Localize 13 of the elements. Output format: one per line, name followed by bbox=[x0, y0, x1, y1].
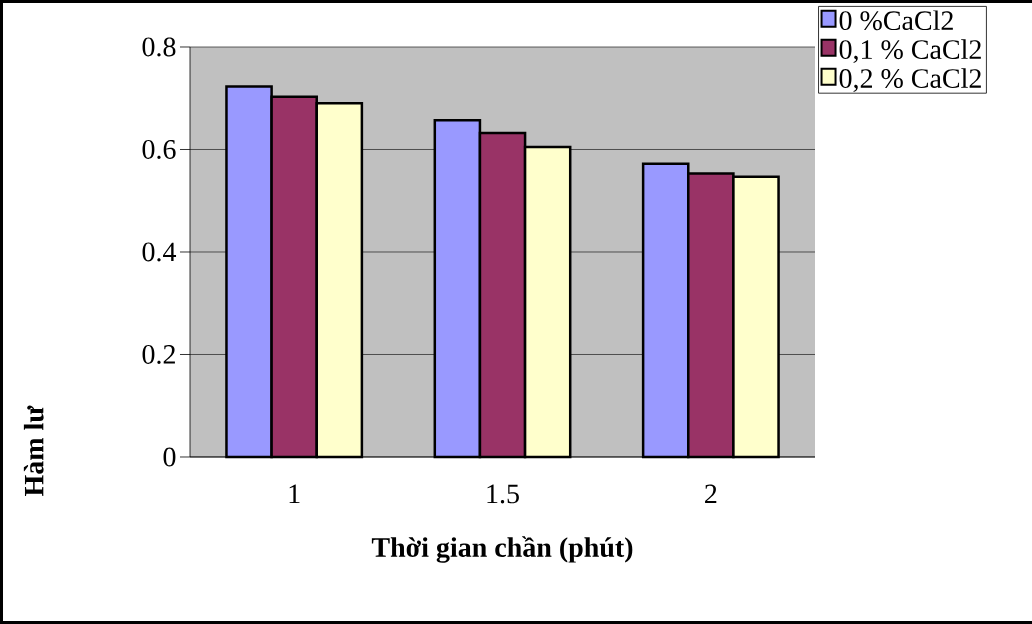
y-tick-label: 0.6 bbox=[142, 139, 176, 159]
y-tick-label: 0.4 bbox=[142, 242, 177, 262]
x-tick-label: 1.5 bbox=[487, 484, 519, 504]
legend-label: 0,1 % CaCl2 bbox=[839, 39, 981, 64]
legend-label: 0,2 % CaCl2 bbox=[839, 68, 981, 92]
y-axis-title: Hàm lư bbox=[23, 405, 44, 497]
x-tick-label: 1 bbox=[289, 484, 300, 504]
x-tick-label: 2 bbox=[705, 484, 717, 504]
x-axis-title: Thời gian chần (phút) bbox=[371, 536, 633, 563]
y-tick-label: 0.2 bbox=[142, 345, 175, 364]
y-tick-label: 0 bbox=[163, 447, 176, 467]
y-tick-label: 0.8 bbox=[142, 37, 176, 57]
legend-label: 0 %CaCl2 bbox=[839, 10, 953, 31]
